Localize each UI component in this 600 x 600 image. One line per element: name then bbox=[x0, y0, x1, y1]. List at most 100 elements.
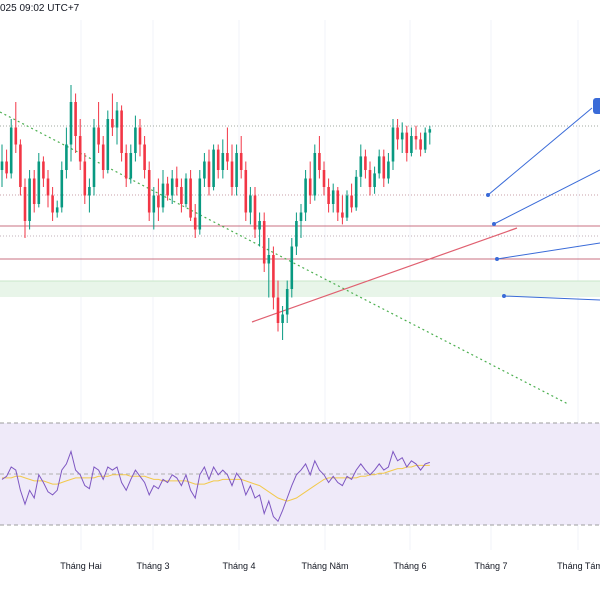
candle-body bbox=[69, 102, 73, 145]
candle-body bbox=[281, 314, 284, 323]
candle-body bbox=[55, 207, 59, 213]
ascending-trendline bbox=[251, 227, 518, 323]
candle-body bbox=[230, 161, 234, 187]
candle-body bbox=[405, 132, 409, 153]
support-zone bbox=[0, 281, 600, 297]
candle-body bbox=[9, 127, 13, 174]
candle-body bbox=[189, 178, 192, 218]
candle-body bbox=[175, 178, 179, 187]
candle-body bbox=[387, 161, 390, 179]
candle-body bbox=[101, 144, 105, 170]
candle-body bbox=[377, 156, 381, 174]
chart-header-datetime: 025 09:02 UTC+7 bbox=[0, 3, 80, 14]
candle-body bbox=[65, 144, 68, 170]
x-tick-label: Tháng 6 bbox=[393, 561, 426, 571]
rsi-line bbox=[1, 449, 430, 523]
candle-body bbox=[341, 212, 344, 218]
candle-body bbox=[258, 221, 261, 230]
x-tick-label: Tháng 7 bbox=[474, 561, 507, 571]
candle-body bbox=[382, 156, 386, 179]
candle-body bbox=[345, 195, 349, 218]
candle-body bbox=[115, 110, 119, 128]
candle-body bbox=[88, 187, 91, 196]
candle-body bbox=[97, 127, 100, 145]
candle-body bbox=[193, 217, 197, 230]
candle-body bbox=[391, 127, 395, 162]
candle-body bbox=[313, 153, 317, 196]
candle-body bbox=[83, 161, 87, 196]
candle-body bbox=[74, 102, 77, 136]
candle-body bbox=[318, 153, 321, 170]
rsi-band bbox=[0, 423, 600, 525]
candle-body bbox=[336, 190, 340, 213]
candle-body bbox=[60, 170, 64, 208]
candle-body bbox=[19, 144, 22, 187]
candle-body bbox=[221, 153, 225, 170]
x-tick-label: Tháng Năm bbox=[301, 561, 348, 571]
candle-body bbox=[120, 110, 123, 153]
candle-body bbox=[28, 178, 31, 221]
candle-body bbox=[111, 119, 114, 128]
candle-body bbox=[14, 127, 18, 145]
candle-body bbox=[373, 173, 376, 187]
candle-body bbox=[235, 153, 238, 187]
candle-body bbox=[327, 187, 330, 204]
candle-body bbox=[249, 195, 252, 213]
candle-body bbox=[129, 153, 133, 179]
candle-body bbox=[410, 136, 413, 153]
candle-body bbox=[166, 183, 169, 196]
candle-body bbox=[364, 156, 367, 170]
candle-body bbox=[161, 183, 165, 208]
candle-body bbox=[32, 178, 36, 204]
projection-label-marker[interactable] bbox=[593, 98, 600, 114]
rsi-ma-line bbox=[2, 464, 430, 502]
x-tick-label: Tháng Hai bbox=[60, 561, 102, 571]
candle-body bbox=[212, 149, 215, 187]
x-tick-label: Tháng 3 bbox=[136, 561, 169, 571]
candle-body bbox=[331, 190, 335, 204]
candle-body bbox=[152, 195, 156, 213]
x-axis: Tháng Hai Tháng 3 Tháng 4 Tháng Năm Tháng 6 T… bbox=[60, 561, 600, 571]
candle-body bbox=[46, 178, 50, 196]
candle-body bbox=[276, 297, 280, 323]
candle-body bbox=[78, 136, 82, 162]
candle-body bbox=[295, 221, 298, 247]
candle-body bbox=[207, 161, 211, 187]
candle-body bbox=[0, 161, 4, 170]
candle-body bbox=[42, 161, 45, 179]
candle-body bbox=[51, 195, 54, 213]
candle-body bbox=[143, 144, 146, 170]
candle-body bbox=[368, 170, 372, 187]
candle-body bbox=[359, 156, 363, 177]
candle-body bbox=[253, 195, 257, 230]
x-tick-label: Tháng Tám bbox=[557, 561, 600, 571]
candle-body bbox=[304, 178, 307, 213]
candle-body bbox=[180, 187, 183, 204]
candle-body bbox=[106, 119, 110, 170]
candle-body bbox=[239, 153, 243, 170]
candle-body bbox=[37, 161, 41, 204]
x-tick-label: Tháng 4 bbox=[222, 561, 255, 571]
candle-body bbox=[414, 136, 418, 140]
projection-lines bbox=[486, 107, 600, 301]
candle-body bbox=[396, 127, 399, 140]
candle-body bbox=[354, 176, 358, 208]
candle-body bbox=[147, 170, 151, 213]
candle-body bbox=[285, 289, 289, 315]
candle-body bbox=[216, 149, 220, 170]
candlestick-series bbox=[0, 85, 432, 340]
candle-body bbox=[134, 127, 137, 153]
candle-body bbox=[170, 178, 174, 196]
candle-body bbox=[322, 170, 326, 187]
candle-body bbox=[138, 127, 142, 145]
candle-body bbox=[262, 221, 266, 264]
candle-body bbox=[23, 187, 27, 221]
candle-body bbox=[400, 132, 404, 140]
candle-body bbox=[290, 246, 294, 289]
candle-body bbox=[184, 178, 188, 204]
candle-body bbox=[267, 255, 271, 264]
candle-body bbox=[423, 132, 427, 150]
candle-body bbox=[226, 153, 229, 162]
candle-body bbox=[198, 178, 202, 230]
